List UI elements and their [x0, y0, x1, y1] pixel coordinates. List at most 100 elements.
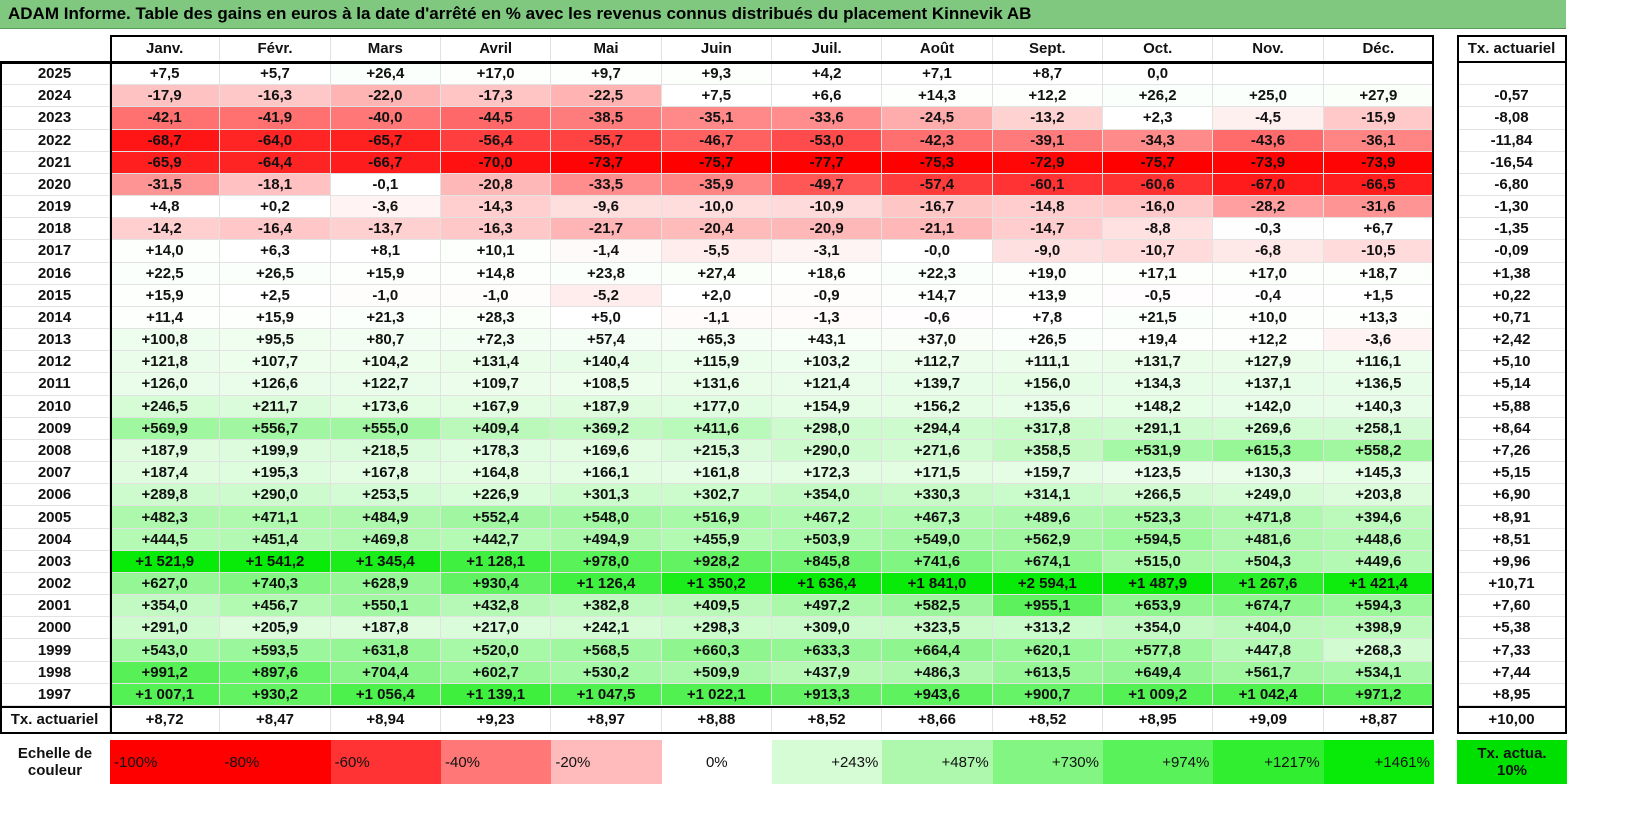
gain-cell: -33,6	[772, 107, 883, 130]
gain-cell: +741,6	[882, 550, 993, 573]
rate-cell: +5,15	[1457, 462, 1567, 485]
gain-cell: +394,6	[1323, 506, 1434, 529]
gain-cell: +302,7	[661, 484, 772, 507]
header-line	[1457, 61, 1567, 63]
gain-cell: -6,8	[1213, 240, 1324, 263]
gain-cell: +409,5	[661, 595, 772, 618]
gain-cell: +1 421,4	[1323, 572, 1434, 596]
gain-cell: -14,3	[441, 196, 552, 219]
rate-cell: +7,26	[1457, 439, 1567, 463]
gain-cell: +10,1	[441, 240, 552, 263]
gain-cell: +135,6	[992, 395, 1103, 418]
gain-cell: -10,9	[772, 196, 883, 219]
gain-cell: -77,7	[772, 151, 883, 174]
gain-cell: +5,0	[551, 306, 662, 330]
gain-cell: +530,2	[551, 661, 662, 684]
gain-cell: +8,1	[330, 240, 441, 263]
gain-cell: +14,8	[441, 262, 552, 285]
gain-cell: +169,6	[551, 439, 662, 463]
gain-cell: +145,3	[1323, 462, 1434, 485]
gain-cell: +437,9	[772, 661, 883, 684]
gain-cell: +177,0	[661, 395, 772, 418]
gain-cell: +115,9	[661, 351, 772, 374]
gain-cell: -57,4	[882, 173, 993, 197]
gain-cell: -56,4	[441, 129, 552, 152]
rate-cell: +5,10	[1457, 351, 1567, 374]
year: 2020	[0, 173, 110, 197]
gain-cell: +568,5	[551, 639, 662, 662]
gain-cell: +139,7	[882, 373, 993, 396]
rate-cell: +1,38	[1457, 262, 1567, 285]
gain-cell: +484,9	[330, 506, 441, 529]
rate-cell: -11,84	[1457, 129, 1567, 152]
gain-cell: -53,0	[772, 129, 883, 152]
year: 2005	[0, 506, 110, 529]
gain-cell: -72,9	[992, 151, 1103, 174]
footer-label: Tx. actuariel	[0, 707, 110, 733]
gain-cell: +27,4	[661, 262, 772, 285]
gain-cell: +482,3	[110, 506, 221, 529]
gain-cell: -39,1	[992, 129, 1103, 152]
gain-cell: +258,1	[1323, 417, 1434, 440]
gain-cell: +130,3	[1213, 462, 1324, 485]
gain-cell: +25,0	[1213, 85, 1324, 108]
gain-cell: +14,7	[882, 284, 993, 307]
legend-step: +1461%	[1323, 740, 1434, 784]
gain-cell: +432,8	[441, 595, 552, 618]
gain-cell: +242,1	[551, 617, 662, 640]
legend-step: +974%	[1103, 740, 1214, 784]
gain-cell: +17,1	[1103, 262, 1214, 285]
month-header: Avril	[441, 35, 552, 62]
gain-cell: +653,9	[1103, 595, 1214, 618]
rate-header: Tx. actuariel	[1457, 35, 1567, 62]
gain-cell: +131,4	[441, 351, 552, 374]
year: 2013	[0, 329, 110, 352]
gain-cell: +28,3	[441, 306, 552, 330]
gain-cell: +991,2	[110, 661, 221, 684]
year: 2010	[0, 395, 110, 418]
gain-cell: +2,5	[220, 284, 331, 307]
legend-label: Echelle de couleur	[0, 740, 110, 784]
gain-cell: +674,1	[992, 550, 1103, 573]
gain-cell: -40,0	[330, 107, 441, 130]
gain-cell: -8,8	[1103, 218, 1214, 241]
gain-cell: +971,2	[1323, 683, 1434, 706]
gain-cell: +1 042,4	[1213, 683, 1324, 706]
gain-cell: -16,3	[220, 85, 331, 108]
gain-cell: +23,8	[551, 262, 662, 285]
gain-cell: -10,5	[1323, 240, 1434, 263]
rate-cell: +10,71	[1457, 572, 1567, 596]
month-header: Janv.	[110, 35, 221, 62]
gain-cell: +515,0	[1103, 550, 1214, 573]
gain-cell: +301,3	[551, 484, 662, 507]
gain-cell: +11,4	[110, 306, 221, 330]
gain-cell: -10,7	[1103, 240, 1214, 263]
gain-cell: -31,5	[110, 173, 221, 197]
legend-step: +243%	[772, 740, 883, 784]
gain-cell: -43,6	[1213, 129, 1324, 152]
gain-cell: +15,9	[330, 262, 441, 285]
gain-cell: +451,4	[220, 528, 331, 551]
footer-rate: +9,23	[441, 707, 552, 733]
footer-rate: +8,88	[661, 707, 772, 733]
gain-cell: +298,3	[661, 617, 772, 640]
gain-cell: +6,7	[1323, 218, 1434, 241]
gain-cell: +161,8	[661, 462, 772, 485]
gain-cell: -21,1	[882, 218, 993, 241]
gain-cell: +1 541,2	[220, 550, 331, 573]
rate-cell: +2,42	[1457, 329, 1567, 352]
gain-cell: -0,3	[1213, 218, 1324, 241]
gain-cell: +167,8	[330, 462, 441, 485]
gain-cell: +294,4	[882, 417, 993, 440]
gain-cell: +290,0	[220, 484, 331, 507]
rate-cell: +7,33	[1457, 639, 1567, 662]
gain-cell: +173,6	[330, 395, 441, 418]
rate-cell: +7,60	[1457, 595, 1567, 618]
gain-cell: +95,5	[220, 329, 331, 352]
gain-cell: +27,9	[1323, 85, 1434, 108]
gain-cell: +253,5	[330, 484, 441, 507]
rate-cell: -8,08	[1457, 107, 1567, 130]
gain-cell: +15,9	[110, 284, 221, 307]
gain-cell: +442,7	[441, 528, 552, 551]
gain-cell: +156,2	[882, 395, 993, 418]
